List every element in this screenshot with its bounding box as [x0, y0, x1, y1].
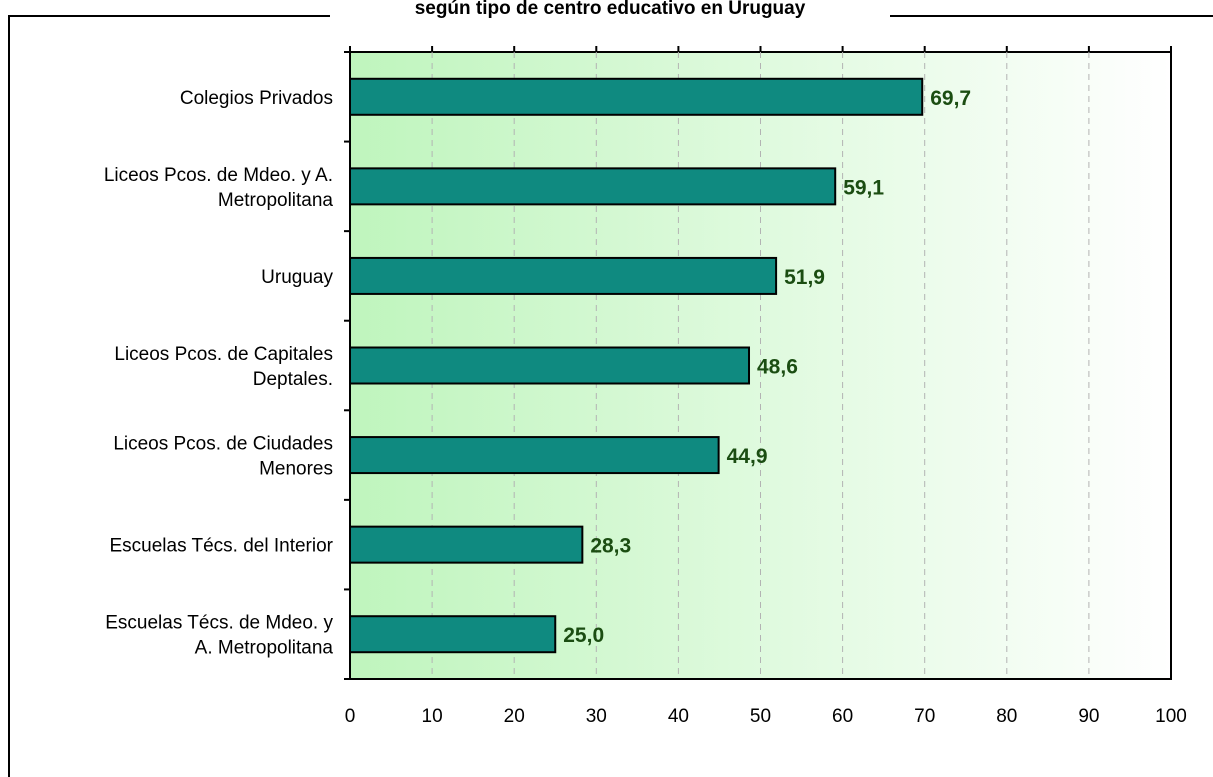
- data-label-2: 59,1: [843, 176, 884, 199]
- category-label-5: Liceos Pcos. de Ciudades Menores: [113, 434, 333, 480]
- category-label-3: Uruguay: [261, 267, 333, 288]
- x-tick-label-80: 80: [996, 706, 1017, 727]
- axes: 0 10 20 30 40 50 60 70 80 90 100: [344, 46, 1187, 727]
- x-tick-label-10: 10: [422, 706, 443, 727]
- x-tick-label-20: 20: [504, 706, 525, 727]
- x-tick-label-60: 60: [832, 706, 853, 727]
- x-tick-label-100: 100: [1155, 706, 1187, 727]
- data-labels: 69,7 Colegios Privados 59,1 Liceos Pcos. de…: [104, 87, 971, 659]
- chart-title: según tipo de centro educativo en Urugua…: [415, 0, 806, 19]
- data-label-5: 44,9: [727, 445, 768, 468]
- x-tick-label-90: 90: [1078, 706, 1099, 727]
- category-label-6: Escuelas Técs. del Interior: [109, 536, 333, 557]
- data-label-6: 28,3: [590, 535, 631, 558]
- category-label-4: Liceos Pcos. de Capitales Deptales.: [114, 344, 333, 390]
- data-label-4: 48,6: [757, 356, 798, 379]
- bar-3: [349, 256, 778, 295]
- category-label-7: Escuelas Técs. de Mdeo. y A. Metropolitan…: [105, 613, 333, 659]
- data-label-1: 69,7: [930, 87, 971, 110]
- bar-5: [349, 436, 720, 475]
- x-tick-label-70: 70: [914, 706, 935, 727]
- bar-7: [349, 615, 557, 654]
- bar-4: [349, 346, 751, 385]
- data-label-3: 51,9: [784, 266, 825, 289]
- x-tick-label-50: 50: [750, 706, 771, 727]
- bar-6: [349, 525, 584, 564]
- category-label-2: Liceos Pcos. de Mdeo. y A. Metropolitana: [104, 165, 334, 211]
- bar-1: [349, 77, 924, 116]
- x-tick-label-40: 40: [668, 706, 689, 727]
- bar-2: [349, 167, 837, 206]
- title-background: [330, 0, 890, 20]
- x-tick-label-0: 0: [345, 706, 356, 727]
- bars: [349, 77, 924, 654]
- x-tick-label-30: 30: [586, 706, 607, 727]
- data-label-7: 25,0: [563, 624, 604, 647]
- category-label-1: Colegios Privados: [180, 88, 333, 109]
